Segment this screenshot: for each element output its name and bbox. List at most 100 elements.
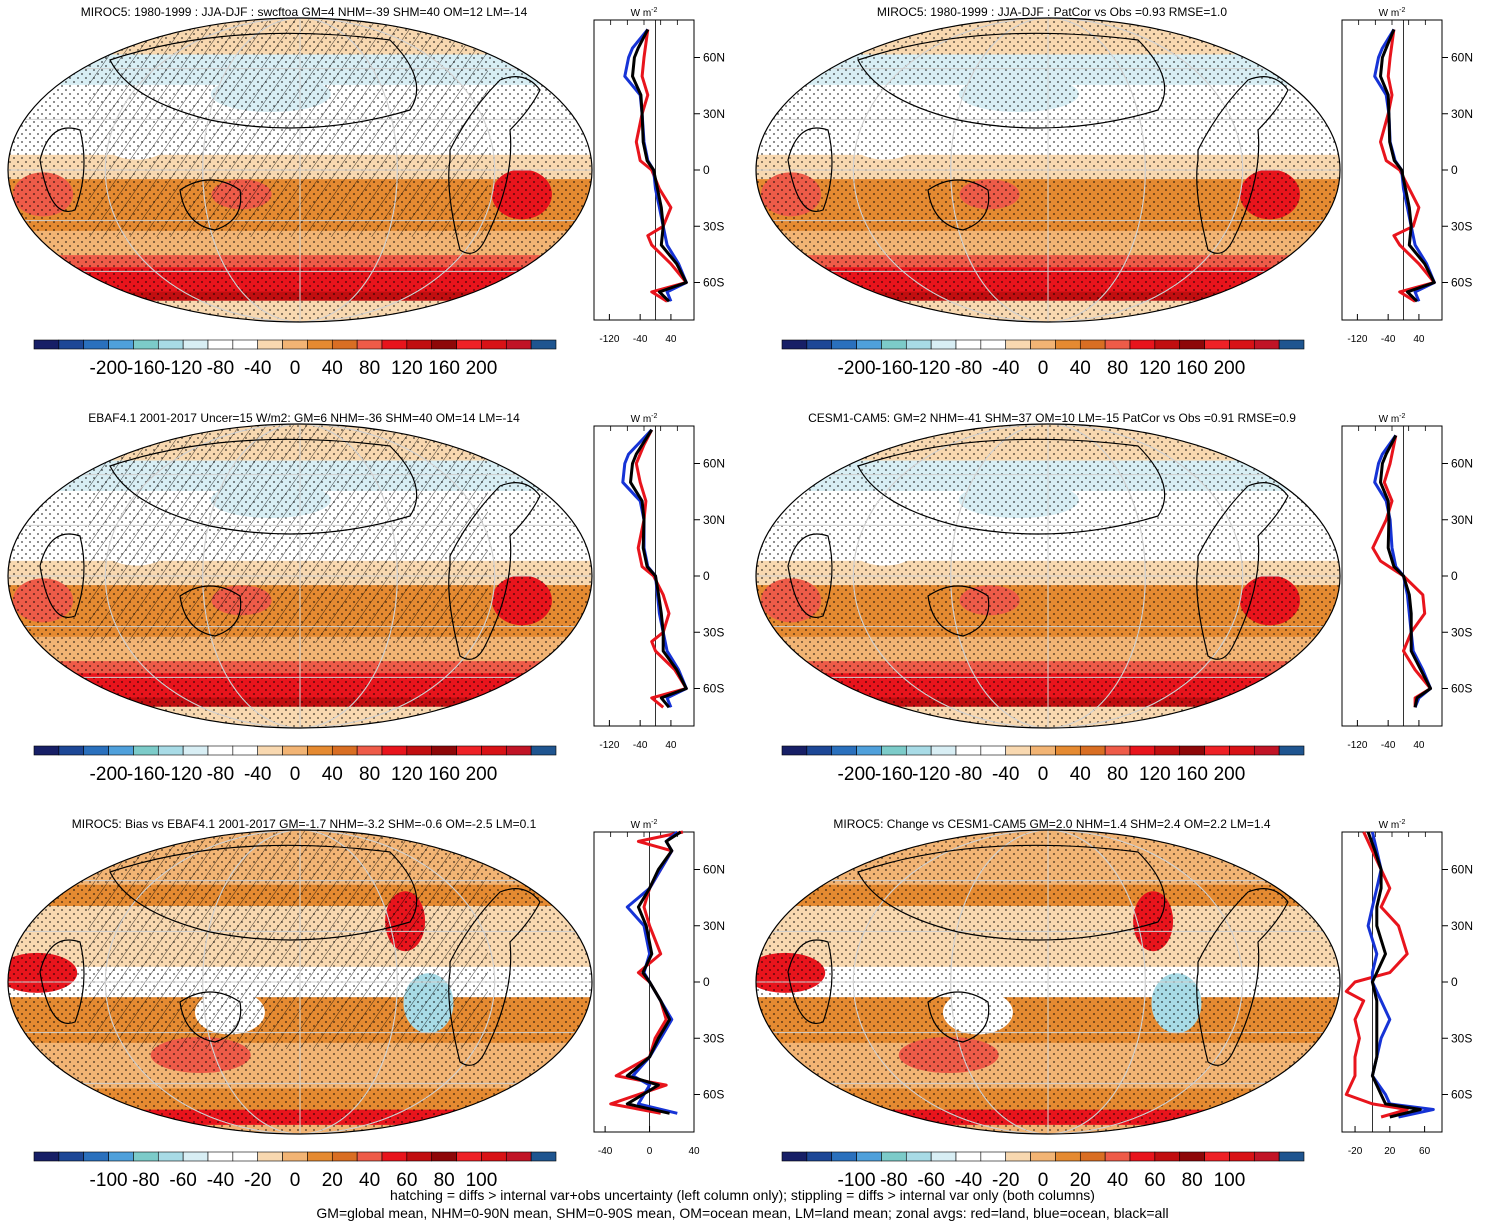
colorbar-tick-label: 0 [1038,1170,1049,1191]
colorbar-swatch [431,745,457,756]
colorbar-tick-label: 60 [1144,1170,1165,1191]
colorbar-swatch [282,339,308,350]
colorbar-tick-label: 120 [1139,358,1171,379]
colorbar-swatch [58,745,85,756]
colorbar-swatch [505,745,532,756]
colorbar-swatch [530,1151,557,1162]
colorbar-swatch [1253,745,1280,756]
colorbar-tick-label: 80 [359,358,380,379]
colorbar-swatch [505,1151,532,1162]
colorbar-swatch [456,1151,482,1162]
colorbar-tick-label: 0 [290,764,301,785]
colorbar-swatch [881,1151,907,1162]
profile-lat-tick: 0 [703,163,710,177]
colorbar-swatch [33,339,60,350]
colorbar-swatch [331,339,358,350]
colorbar-tick-label: -160 [875,358,913,379]
map-title: MIROC5: 1980-1999 : JJA-DJF : swcftoa GM… [81,5,528,19]
colorbar-tick-label: -80 [955,358,982,379]
profile-lat-tick: 60N [1451,457,1473,471]
colorbar-swatch [1005,745,1031,756]
colorbar-swatch [930,1151,957,1162]
colorbar-swatch [83,1151,109,1162]
colorbar-swatch [157,339,184,350]
colorbar-swatch [1129,339,1156,350]
colorbar-swatch [232,1151,259,1162]
colorbar-tick-label: 200 [466,764,498,785]
profile-lat-tick: 30N [1451,919,1473,933]
profile-unit-label: W m-2 [1379,7,1406,19]
colorbar-swatch [781,745,808,756]
colorbar-swatch [1204,745,1230,756]
colorbar-tick-label: -120 [164,358,202,379]
colorbar-tick-label: 120 [391,358,423,379]
colorbar-tick-label: -40 [992,358,1019,379]
colorbar-tick-label: -120 [912,358,950,379]
profile-line-red [609,830,684,1115]
profile-lat-tick: 60S [1451,1088,1472,1102]
colorbar-tick-label: 120 [391,764,423,785]
profile-line-red [634,429,688,709]
profile-lat-tick: 30N [703,513,725,527]
profile-lat-tick: 30N [1451,107,1473,121]
map-title: EBAF4.1 2001-2017 Uncer=15 W/m2: GM=6 NH… [88,411,520,425]
colorbar-swatch [207,745,234,756]
colorbar-swatch [831,1151,857,1162]
colorbar-swatch [356,339,383,350]
colorbar-swatch [856,1151,882,1162]
colorbar-tick-label: 200 [1214,764,1246,785]
colorbar-swatch [1055,745,1081,756]
map-field [756,424,1340,728]
colorbar-swatch [1253,1151,1280,1162]
colorbar-tick-label: -60 [917,1170,944,1191]
colorbar-swatch [1005,339,1031,350]
colorbar-swatch [1079,1151,1106,1162]
colorbar-swatch [58,339,85,350]
colorbar-tick-label: -160 [875,764,913,785]
colorbar-tick-label: 160 [1176,764,1208,785]
colorbar-swatch [282,1151,308,1162]
colorbar-tick-label: 80 [1182,1170,1203,1191]
colorbar-swatch [1129,745,1156,756]
colorbar-tick-label: -80 [207,764,234,785]
colorbar-tick-label: 80 [359,764,380,785]
profile-line-blue [1373,434,1432,708]
colorbar-tick-label: -100 [838,1170,876,1191]
colorbar-swatch [1278,745,1305,756]
colorbar-swatch [530,339,557,350]
colorbar-tick-label: 40 [1107,1170,1128,1191]
colorbar-swatch [905,745,932,756]
colorbar-tick-label: 160 [428,358,460,379]
profile-lat-tick: 0 [703,975,710,989]
colorbar-tick-label: -120 [912,764,950,785]
colorbar-swatch [331,745,358,756]
colorbar-swatch [133,745,159,756]
colorbar-tick-label: 40 [1070,764,1091,785]
profile-x-tick: -120 [599,740,619,751]
colorbar-swatch [381,339,408,350]
colorbar-tick-label: 40 [359,1170,380,1191]
colorbar-swatch [257,1151,283,1162]
colorbar-swatch [307,1151,333,1162]
colorbar-swatch [232,745,259,756]
profile-x-tick: -40 [1381,334,1396,345]
colorbar-tick-label: -40 [992,764,1019,785]
colorbar-tick-label: -80 [207,358,234,379]
map-field [8,18,592,322]
profile-x-tick: 60 [1419,1146,1431,1157]
colorbar-tick-label: 0 [1038,358,1049,379]
colorbar-swatch [1055,339,1081,350]
panel-5: MIROC5: Bias vs EBAF4.1 2001-2017 GM=-1.… [7,817,725,1191]
colorbar-swatch [207,1151,234,1162]
profile-lat-tick: 30S [1451,219,1472,233]
colorbar-swatch [505,339,532,350]
profile-line-blue [1366,831,1435,1119]
profile-lat-tick: 30S [703,625,724,639]
colorbar-swatch [83,745,109,756]
colorbar-swatch [108,339,134,350]
map-title: CESM1-CAM5: GM=2 NHM=-41 SHM=37 OM=10 LM… [808,411,1296,425]
map-field [8,424,592,728]
map-title: MIROC5: Bias vs EBAF4.1 2001-2017 GM=-1.… [72,817,537,831]
colorbar-swatch [955,745,982,756]
